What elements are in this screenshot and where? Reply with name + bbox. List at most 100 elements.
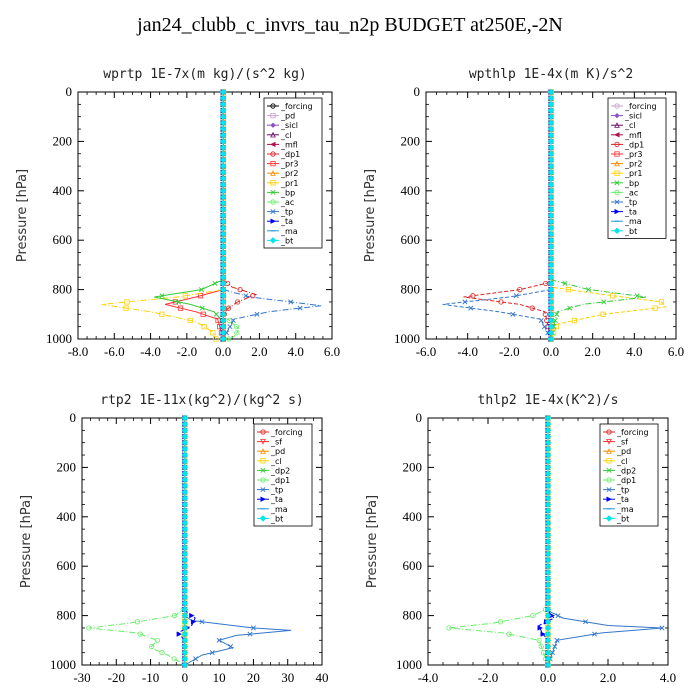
- legend-label: _forcing: [616, 428, 649, 437]
- data-point: [544, 451, 552, 459]
- data-point: [219, 230, 227, 238]
- data-point: [86, 625, 92, 631]
- data-point: [547, 323, 555, 330]
- y-tick-label: 600: [57, 558, 77, 573]
- legend-label: _cl: [616, 457, 628, 466]
- panel-title: thlp2 1E-4x(K^2)/s: [478, 393, 619, 408]
- data-point: [181, 433, 189, 440]
- y-tick-label: 400: [57, 509, 77, 524]
- data-point: [199, 305, 205, 311]
- y-tick-label: 0: [414, 84, 421, 99]
- data-point: [547, 156, 555, 164]
- data-point: [538, 643, 544, 650]
- data-point: [549, 650, 556, 656]
- data-point: [250, 293, 256, 299]
- legend-marker: [260, 496, 266, 502]
- data-point: [219, 286, 227, 293]
- data-point: [159, 650, 165, 656]
- legend-marker: [613, 227, 621, 235]
- data-point: [181, 439, 189, 446]
- data-point: [190, 619, 197, 625]
- data-point: [513, 293, 519, 299]
- legend-marker: [270, 103, 276, 109]
- x-tick-label: -8.0: [68, 344, 89, 359]
- data-point: [181, 587, 189, 595]
- data-point: [219, 199, 227, 207]
- data-point: [547, 132, 555, 139]
- series-dp1: [86, 415, 188, 668]
- data-point: [228, 643, 234, 649]
- legend-marker: [270, 209, 276, 215]
- legend-label: _pr3: [280, 160, 298, 169]
- legend-marker: [606, 467, 612, 473]
- data-point: [544, 550, 552, 558]
- x-tick-label: 6.0: [324, 344, 340, 359]
- data-point: [565, 286, 571, 293]
- data-point: [536, 637, 542, 643]
- data-point: [219, 311, 227, 318]
- data-point: [547, 169, 555, 176]
- data-point: [181, 544, 189, 551]
- data-point: [547, 199, 555, 207]
- x-tick-label: -4.0: [457, 344, 478, 359]
- data-point: [530, 612, 536, 619]
- data-point: [213, 336, 219, 342]
- chart-panel-3: rtp2 1E-11x(kg^2)/(kg^2 s) Pressure [hPa]…: [19, 393, 329, 685]
- data-point: [171, 656, 177, 662]
- chart-panel-1: wprtp 1E-7x(m kg)/(s^2 kg) Pressure [hPa]…: [15, 67, 340, 359]
- data-point: [547, 230, 555, 238]
- data-point: [219, 304, 227, 312]
- data-point: [199, 619, 205, 625]
- data-point: [547, 311, 555, 318]
- legend-marker: [270, 141, 276, 148]
- data-point: [137, 631, 143, 637]
- legend-label: _ta: [624, 208, 637, 217]
- data-point: [219, 187, 227, 195]
- x-tick-label: 30: [281, 670, 294, 685]
- data-point: [544, 575, 552, 582]
- data-point: [181, 661, 189, 669]
- data-point: [547, 243, 555, 250]
- data-point: [510, 311, 516, 317]
- data-point: [547, 88, 555, 96]
- data-point: [181, 513, 189, 521]
- data-point: [213, 311, 219, 317]
- data-point: [547, 181, 555, 188]
- legend-marker: [614, 160, 620, 167]
- series-pr3: [164, 89, 226, 342]
- data-point: [181, 501, 189, 508]
- series-bt: [547, 88, 555, 343]
- legend-label: _ac: [280, 198, 294, 207]
- legend-marker: [260, 477, 266, 483]
- legend-marker: [614, 208, 620, 215]
- data-point: [585, 287, 592, 293]
- data-point: [547, 292, 555, 299]
- data-point: [219, 144, 227, 151]
- data-point: [219, 175, 227, 182]
- data-point: [219, 335, 227, 343]
- data-point: [544, 464, 552, 471]
- data-point: [219, 119, 227, 127]
- data-point: [547, 286, 555, 293]
- legend-label: _cl: [624, 121, 636, 130]
- data-point: [182, 293, 188, 299]
- data-point: [181, 655, 189, 663]
- data-point: [547, 298, 555, 306]
- data-point: [498, 299, 504, 305]
- data-point: [219, 317, 227, 324]
- legend-label: _pd: [270, 447, 285, 456]
- data-point: [189, 612, 195, 619]
- data-point: [219, 138, 227, 145]
- data-point: [181, 458, 189, 465]
- legend-marker: [259, 515, 267, 522]
- legend-marker: [269, 237, 277, 244]
- data-point: [552, 317, 558, 323]
- data-point: [219, 101, 227, 108]
- data-point: [226, 317, 232, 324]
- data-point: [181, 556, 189, 564]
- data-point: [219, 206, 227, 213]
- legend-marker: [606, 448, 612, 454]
- data-point: [181, 550, 189, 558]
- x-tick-label: 4.0: [660, 670, 676, 685]
- data-point: [547, 138, 555, 145]
